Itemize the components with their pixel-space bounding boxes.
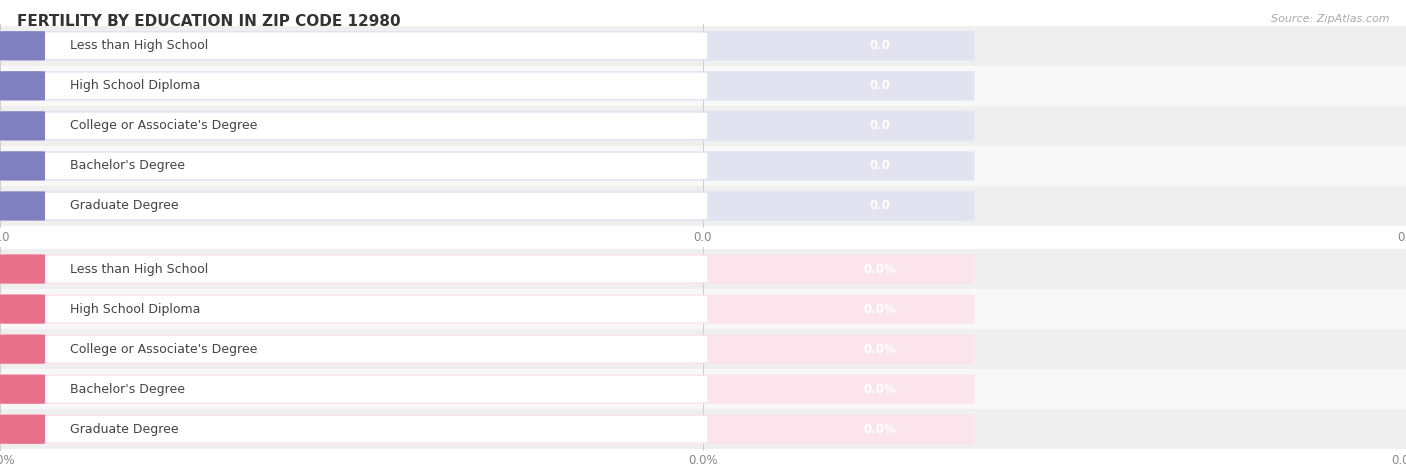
Text: 0.0: 0.0 (869, 119, 890, 133)
FancyBboxPatch shape (0, 111, 45, 141)
FancyBboxPatch shape (0, 186, 1406, 226)
Text: 0.0%: 0.0% (863, 263, 896, 275)
FancyBboxPatch shape (4, 73, 707, 99)
Text: 0.0%: 0.0% (863, 303, 896, 315)
Text: Bachelor's Degree: Bachelor's Degree (70, 383, 186, 396)
FancyBboxPatch shape (4, 152, 707, 179)
FancyBboxPatch shape (0, 289, 1406, 329)
FancyBboxPatch shape (0, 334, 45, 364)
Text: 0.0%: 0.0% (863, 342, 896, 356)
FancyBboxPatch shape (4, 376, 707, 402)
Text: Source: ZipAtlas.com: Source: ZipAtlas.com (1271, 14, 1389, 24)
FancyBboxPatch shape (4, 193, 707, 219)
FancyBboxPatch shape (0, 249, 1406, 289)
FancyBboxPatch shape (0, 415, 45, 444)
FancyBboxPatch shape (0, 146, 1406, 186)
FancyBboxPatch shape (0, 415, 974, 444)
FancyBboxPatch shape (0, 111, 974, 141)
Text: Graduate Degree: Graduate Degree (70, 200, 179, 212)
Text: 0.0%: 0.0% (863, 423, 896, 436)
FancyBboxPatch shape (0, 191, 974, 221)
FancyBboxPatch shape (0, 152, 45, 180)
FancyBboxPatch shape (0, 409, 1406, 449)
Text: Bachelor's Degree: Bachelor's Degree (70, 160, 186, 172)
Text: High School Diploma: High School Diploma (70, 79, 201, 92)
FancyBboxPatch shape (0, 31, 974, 60)
FancyBboxPatch shape (0, 294, 974, 324)
FancyBboxPatch shape (0, 255, 45, 284)
Text: College or Associate's Degree: College or Associate's Degree (70, 342, 257, 356)
FancyBboxPatch shape (0, 329, 1406, 369)
FancyBboxPatch shape (4, 296, 707, 323)
FancyBboxPatch shape (0, 334, 974, 364)
FancyBboxPatch shape (4, 336, 707, 362)
Text: College or Associate's Degree: College or Associate's Degree (70, 119, 257, 133)
Text: FERTILITY BY EDUCATION IN ZIP CODE 12980: FERTILITY BY EDUCATION IN ZIP CODE 12980 (17, 14, 401, 29)
FancyBboxPatch shape (4, 33, 707, 59)
FancyBboxPatch shape (0, 26, 1406, 66)
Text: Less than High School: Less than High School (70, 39, 208, 52)
FancyBboxPatch shape (0, 294, 45, 323)
Text: Graduate Degree: Graduate Degree (70, 423, 179, 436)
Text: 0.0: 0.0 (869, 79, 890, 92)
FancyBboxPatch shape (0, 191, 45, 220)
FancyBboxPatch shape (0, 106, 1406, 146)
FancyBboxPatch shape (0, 31, 45, 60)
FancyBboxPatch shape (0, 254, 974, 284)
Text: 0.0: 0.0 (869, 160, 890, 172)
Text: 0.0: 0.0 (869, 200, 890, 212)
FancyBboxPatch shape (4, 256, 707, 282)
FancyBboxPatch shape (0, 66, 1406, 106)
FancyBboxPatch shape (0, 71, 974, 101)
FancyBboxPatch shape (0, 375, 45, 404)
FancyBboxPatch shape (0, 71, 45, 100)
Text: 0.0%: 0.0% (863, 383, 896, 396)
FancyBboxPatch shape (0, 151, 974, 180)
FancyBboxPatch shape (0, 374, 974, 404)
FancyBboxPatch shape (4, 416, 707, 442)
Text: High School Diploma: High School Diploma (70, 303, 201, 315)
FancyBboxPatch shape (4, 113, 707, 139)
Text: 0.0: 0.0 (869, 39, 890, 52)
FancyBboxPatch shape (0, 369, 1406, 409)
Text: Less than High School: Less than High School (70, 263, 208, 275)
